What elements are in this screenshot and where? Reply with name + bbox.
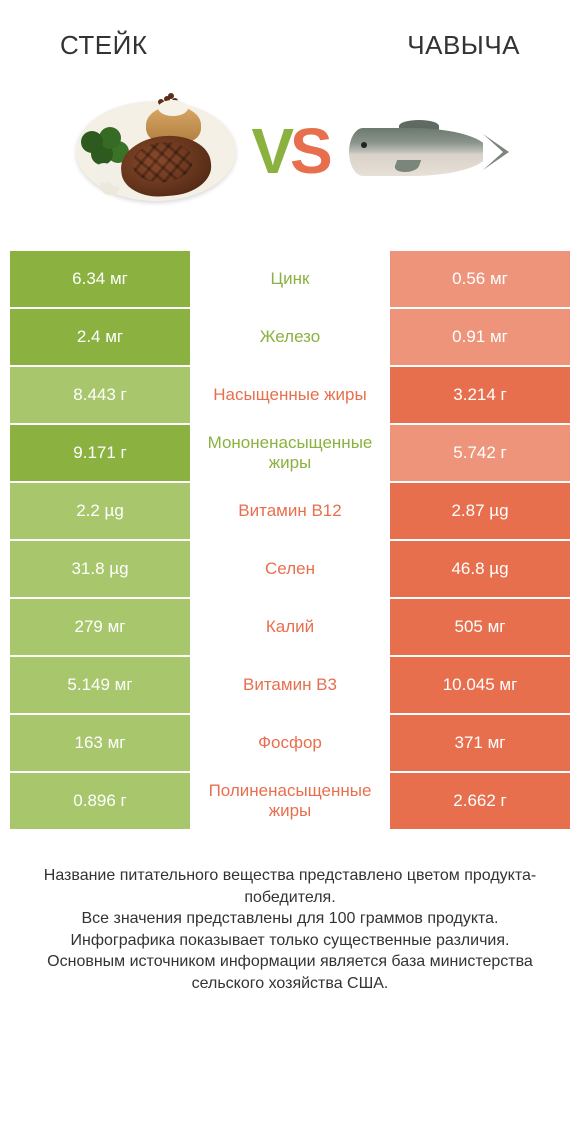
right-value-cell: 2.662 г — [390, 773, 570, 829]
nutrient-label: Мононенасыщенные жиры — [190, 425, 390, 481]
left-value-cell: 9.171 г — [10, 425, 190, 481]
right-value-cell: 505 мг — [390, 599, 570, 655]
left-value-cell: 0.896 г — [10, 773, 190, 829]
right-value-cell: 3.214 г — [390, 367, 570, 423]
footer-line: Название питательного вещества представл… — [22, 865, 558, 908]
salmon-fish-icon — [339, 116, 509, 186]
right-product-title: ЧАВЫЧА — [407, 30, 520, 61]
table-row: 279 мгКалий505 мг — [10, 599, 570, 655]
left-value-cell: 8.443 г — [10, 367, 190, 423]
right-value-cell: 5.742 г — [390, 425, 570, 481]
left-value-cell: 2.2 µg — [10, 483, 190, 539]
right-value-cell: 371 мг — [390, 715, 570, 771]
table-row: 9.171 гМононенасыщенные жиры5.742 г — [10, 425, 570, 481]
nutrient-label: Цинк — [190, 251, 390, 307]
vs-s: S — [290, 115, 329, 187]
footer-line: Инфографика показывает только существенн… — [22, 930, 558, 952]
table-row: 163 мгФосфор371 мг — [10, 715, 570, 771]
footer-line: Основным источником информации является … — [22, 951, 558, 994]
table-row: 6.34 мгЦинк0.56 мг — [10, 251, 570, 307]
nutrient-label: Витамин B3 — [190, 657, 390, 713]
table-row: 5.149 мгВитамин B310.045 мг — [10, 657, 570, 713]
left-value-cell: 2.4 мг — [10, 309, 190, 365]
right-product-image — [339, 91, 509, 211]
table-row: 0.896 гПолиненасыщенные жиры2.662 г — [10, 773, 570, 829]
table-row: 2.2 µgВитамин B122.87 µg — [10, 483, 570, 539]
nutrient-label: Калий — [190, 599, 390, 655]
left-value-cell: 31.8 µg — [10, 541, 190, 597]
steak-plate-icon — [76, 101, 236, 201]
vs-row: VS — [0, 71, 580, 251]
nutrient-label: Железо — [190, 309, 390, 365]
left-value-cell: 5.149 мг — [10, 657, 190, 713]
nutrient-comparison-table: 6.34 мгЦинк0.56 мг2.4 мгЖелезо0.91 мг8.4… — [10, 251, 570, 829]
right-value-cell: 46.8 µg — [390, 541, 570, 597]
left-value-cell: 6.34 мг — [10, 251, 190, 307]
nutrient-label: Фосфор — [190, 715, 390, 771]
right-value-cell: 2.87 µg — [390, 483, 570, 539]
vs-label: VS — [251, 114, 328, 188]
nutrient-label: Селен — [190, 541, 390, 597]
footer-line: Все значения представлены для 100 граммо… — [22, 908, 558, 930]
right-value-cell: 0.91 мг — [390, 309, 570, 365]
left-value-cell: 279 мг — [10, 599, 190, 655]
nutrient-label: Витамин B12 — [190, 483, 390, 539]
right-value-cell: 10.045 мг — [390, 657, 570, 713]
left-product-image — [71, 91, 241, 211]
table-row: 31.8 µgСелен46.8 µg — [10, 541, 570, 597]
header-row: СТЕЙК ЧАВЫЧА — [0, 0, 580, 71]
nutrient-label: Насыщенные жиры — [190, 367, 390, 423]
table-row: 2.4 мгЖелезо0.91 мг — [10, 309, 570, 365]
vs-v: V — [251, 115, 290, 187]
right-value-cell: 0.56 мг — [390, 251, 570, 307]
footer-notes: Название питательного вещества представл… — [0, 831, 580, 995]
left-product-title: СТЕЙК — [60, 30, 147, 61]
table-row: 8.443 гНасыщенные жиры3.214 г — [10, 367, 570, 423]
left-value-cell: 163 мг — [10, 715, 190, 771]
nutrient-label: Полиненасыщенные жиры — [190, 773, 390, 829]
